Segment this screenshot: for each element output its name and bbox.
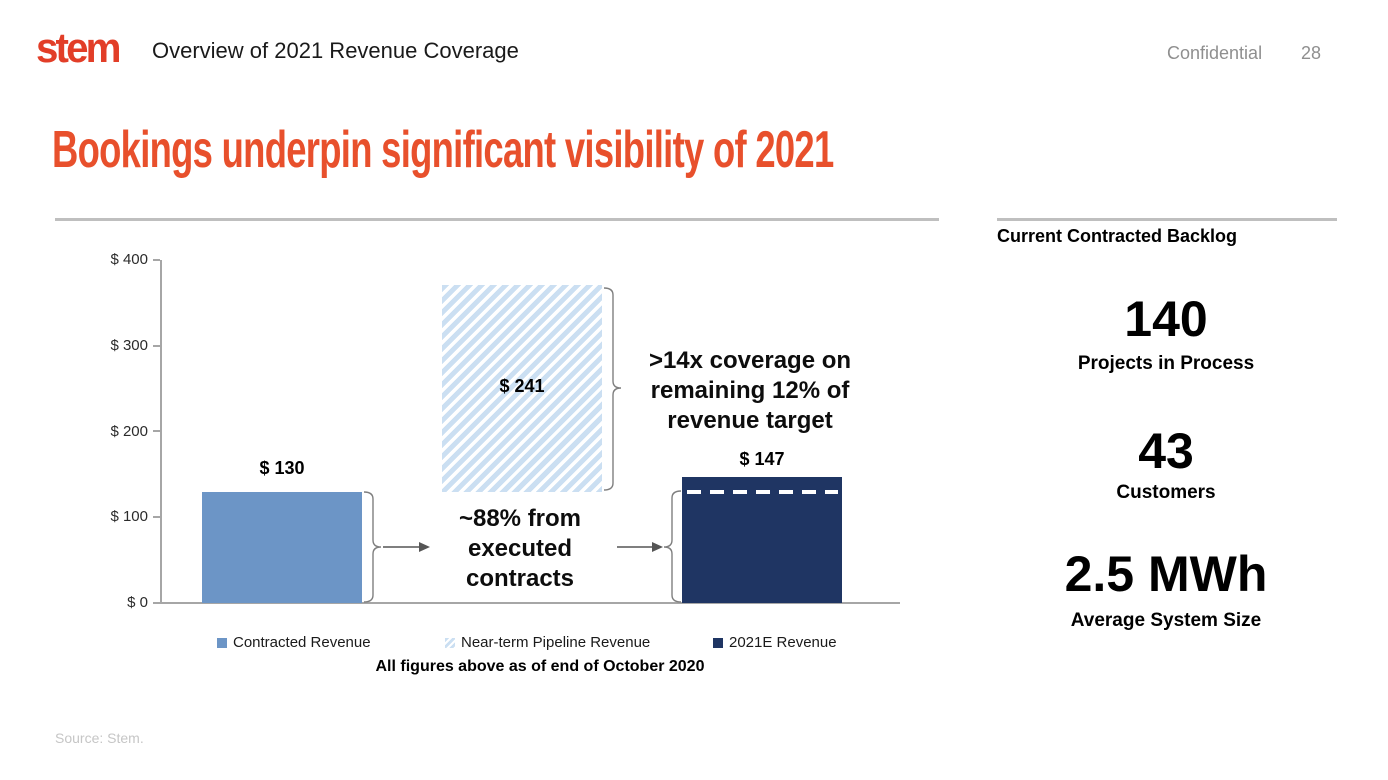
- legend-swatch-navy-icon: [713, 637, 723, 648]
- brace-bar3: [663, 490, 682, 603]
- annotation-executed-contracts: ~88% from executed contracts: [418, 504, 622, 594]
- y-tick-mark: [153, 602, 160, 604]
- chart-footnote: All figures above as of end of October 2…: [375, 658, 705, 675]
- backlog-panel-title: Current Contracted Backlog: [997, 226, 1238, 246]
- page-number: 28: [1301, 43, 1322, 63]
- stat-customers-label: Customers: [1116, 482, 1216, 503]
- stat-system-size-label: Average System Size: [1070, 610, 1262, 631]
- annotation-line: contracts: [465, 565, 575, 592]
- legend-item-2021e: 2021E Revenue: [713, 634, 837, 651]
- x-axis-line: [160, 602, 900, 604]
- y-axis-tick-100: $ 100: [110, 508, 148, 525]
- y-axis-tick-0: $ 0: [127, 594, 148, 611]
- bar-contracted-revenue: [202, 491, 362, 603]
- y-axis-line: [160, 260, 162, 603]
- y-axis-tick-200: $ 200: [110, 423, 148, 440]
- brace-bar1: [363, 491, 382, 603]
- bar-value-contracted: $ 130: [259, 458, 305, 478]
- annotation-line: >14x coverage on: [648, 347, 852, 374]
- legend-swatch-hatched-icon: [445, 637, 455, 648]
- annotation-line: ~88% from: [458, 505, 582, 532]
- y-axis-tick-300: $ 300: [110, 337, 148, 354]
- arrow-right-head-icon: [652, 542, 663, 552]
- stem-logo: stem: [36, 24, 122, 71]
- header-title: Overview of 2021 Revenue Coverage: [152, 38, 519, 63]
- bar-2021e-revenue: [682, 476, 842, 603]
- dashed-target-line: [687, 489, 838, 494]
- bar-near-term-pipeline-revenue: [442, 284, 602, 492]
- stat-projects-label: Projects in Process: [1077, 353, 1255, 374]
- annotation-line: executed: [467, 535, 573, 562]
- bar-value-pipeline: $ 241: [499, 376, 545, 396]
- stat-customers-value: 43: [1138, 423, 1194, 479]
- y-tick-mark: [153, 430, 160, 432]
- y-axis-tick-400: $ 400: [110, 251, 148, 268]
- stat-system-size-value: 2.5 MWh: [1064, 546, 1268, 602]
- legend-label: Near-term Pipeline Revenue: [461, 634, 651, 651]
- annotation-coverage: >14x coverage on remaining 12% of revenu…: [626, 346, 874, 436]
- stat-projects-value: 140: [1124, 291, 1208, 347]
- slide-title: Bookings underpin significant visibility…: [52, 121, 834, 179]
- legend-swatch-blue-icon: [217, 637, 227, 648]
- y-tick-mark: [153, 345, 160, 347]
- y-tick-mark: [153, 259, 160, 261]
- annotation-line: remaining 12% of: [650, 377, 850, 404]
- legend-label: 2021E Revenue: [729, 634, 837, 651]
- divider-left: [55, 218, 939, 221]
- annotation-line: revenue target: [667, 407, 833, 434]
- bar-value-2021e: $ 147: [739, 449, 785, 469]
- legend-item-contracted: Contracted Revenue: [217, 634, 371, 651]
- legend-item-pipeline: Near-term Pipeline Revenue: [445, 634, 650, 651]
- divider-right: [997, 218, 1337, 221]
- y-tick-mark: [153, 516, 160, 518]
- confidential-label: Confidential: [1167, 43, 1263, 63]
- legend-label: Contracted Revenue: [233, 634, 371, 651]
- source-note: Source: Stem.: [55, 730, 144, 746]
- brace-bar2: [603, 287, 622, 491]
